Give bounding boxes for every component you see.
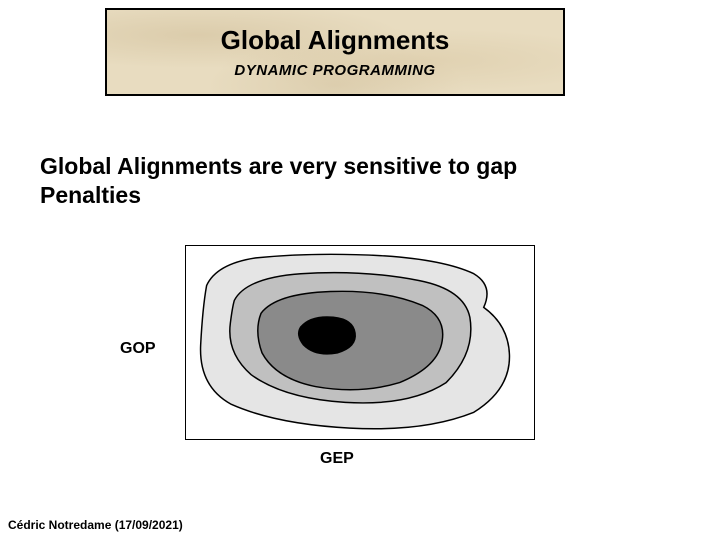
- footer-credit: Cédric Notredame (17/09/2021): [8, 518, 183, 532]
- contour-svg: [186, 246, 534, 439]
- contour-chart: [185, 245, 535, 440]
- body-text: Global Alignments are very sensitive to …: [40, 152, 517, 210]
- header-panel: Global Alignments DYNAMIC PROGRAMMING: [105, 8, 565, 96]
- contour-level-peak: [299, 317, 356, 354]
- y-axis-label: GOP: [120, 340, 156, 358]
- x-axis-label: GEP: [320, 450, 354, 468]
- body-line2: Penalties: [40, 181, 517, 210]
- body-line1: Global Alignments are very sensitive to …: [40, 152, 517, 181]
- header-subtitle: DYNAMIC PROGRAMMING: [234, 62, 435, 79]
- header-title: Global Alignments: [221, 25, 450, 56]
